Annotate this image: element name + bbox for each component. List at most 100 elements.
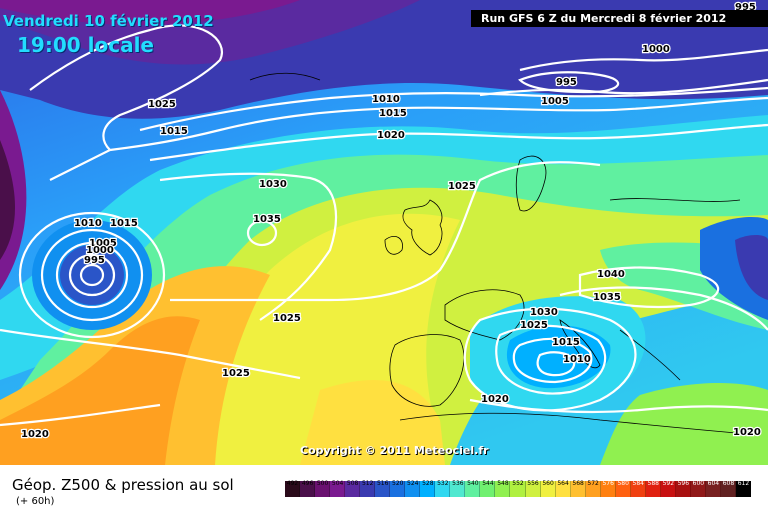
- color-swatch: [285, 481, 301, 497]
- color-swatch: [510, 481, 526, 497]
- isobar-label: 1010: [563, 354, 591, 365]
- scale-tick-label: 524: [407, 480, 419, 487]
- ireland-outline: [384, 236, 403, 255]
- balkan-coast: [619, 329, 681, 381]
- color-swatch: [450, 481, 466, 497]
- isobar-label: 1000: [642, 44, 670, 55]
- color-swatch: [690, 481, 706, 497]
- isobars: [0, 24, 768, 427]
- scale-tick-label: 568: [572, 480, 584, 487]
- isobar-1025-north: [29, 24, 223, 181]
- scale-tick-label: 584: [632, 480, 644, 487]
- color-swatch: [345, 481, 361, 497]
- isobar-1020-south: [469, 398, 768, 414]
- field-east-trough-core: [735, 235, 768, 300]
- color-swatch: [465, 481, 481, 497]
- scale-tick-label: 516: [376, 480, 389, 487]
- color-swatch: [480, 481, 496, 497]
- scandinavia-outline: [515, 155, 547, 212]
- weather-map: 1025 1015 1010 1015 1020 1000 995 1005 1…: [0, 0, 768, 465]
- isobar-1010-west: [40, 228, 144, 322]
- scale-tick-label: 612: [737, 480, 750, 487]
- scale-tick-label: 532: [437, 480, 449, 487]
- copyright-notice: Copyright © 2011 Meteociel.fr: [300, 444, 489, 457]
- legend-subtitle: (+ 60h): [16, 496, 55, 507]
- color-swatch: [360, 481, 376, 497]
- scale-tick-label: 544: [482, 480, 494, 487]
- scale-tick-label: 552: [512, 480, 524, 487]
- scale-tick-label: 492: [286, 480, 299, 487]
- color-swatch: [555, 481, 571, 497]
- isobar-label: 1025: [222, 368, 250, 379]
- isobar-label: 1025: [273, 313, 301, 324]
- scale-tick-label: 572: [587, 480, 599, 487]
- scale-tick-label: 604: [707, 480, 720, 487]
- scale-tick-label: 540: [467, 480, 479, 487]
- color-swatch: [435, 481, 451, 497]
- scale-tick-label: 596: [677, 480, 690, 487]
- british-isles-outline: [402, 199, 443, 256]
- isobar-1005-north: [479, 78, 768, 97]
- isobar-label: 1035: [593, 292, 621, 303]
- isobar-1040: [578, 266, 720, 309]
- isobar-label: 1015: [552, 337, 580, 348]
- color-swatch: [300, 481, 316, 497]
- legend-title: Géop. Z500 & pression au sol: [12, 476, 234, 494]
- color-swatch: [525, 481, 541, 497]
- isobar-1035-east: [559, 286, 768, 331]
- color-swatch: [570, 481, 586, 497]
- isobar-995-west: [79, 263, 105, 287]
- scale-tick-label: 512: [361, 480, 374, 487]
- scale-tick-label: 556: [527, 480, 539, 487]
- run-info-banner: Run GFS 6 Z du Mercredi 8 février 2012: [471, 10, 768, 27]
- isobar-label: 1000: [86, 245, 114, 256]
- color-swatch: [675, 481, 691, 497]
- isobar-1015-med: [512, 337, 593, 384]
- isobar-label: 1005: [541, 96, 569, 107]
- color-swatch: [735, 481, 751, 497]
- isobar-label: 1025: [148, 99, 176, 110]
- isobar-1030-med: [463, 307, 637, 412]
- color-scale: [285, 481, 751, 497]
- forecast-time: 19:00 locale: [17, 33, 154, 57]
- iceland-outline: [249, 72, 321, 81]
- isobar-label: 1020: [21, 429, 49, 440]
- field-north-coldest: [0, 0, 300, 25]
- scale-tick-label: 508: [346, 480, 359, 487]
- isobar-1025-med: [495, 324, 607, 395]
- isobar-1030: [159, 172, 338, 321]
- isobar-1005-west: [55, 241, 129, 309]
- isobar-label: 1005: [89, 238, 117, 249]
- scale-tick-label: 560: [542, 480, 554, 487]
- color-swatch: [390, 481, 406, 497]
- isobar-1025-central: [169, 161, 601, 302]
- color-swatch: [600, 481, 616, 497]
- color-swatch: [405, 481, 421, 497]
- scale-tick-label: 564: [557, 480, 569, 487]
- field-southeast-green: [600, 383, 768, 465]
- color-swatch: [420, 481, 436, 497]
- isobar-label: 1015: [160, 126, 188, 137]
- isobar-1010-north: [139, 86, 768, 132]
- color-swatch: [585, 481, 601, 497]
- coastlines: [249, 72, 761, 436]
- isobar-1010-med: [536, 351, 576, 377]
- color-swatch: [315, 481, 331, 497]
- isobar-labels: 1025 1015 1010 1015 1020 1000 995 1005 1…: [20, 1, 762, 442]
- isobar-1000-north: [519, 48, 768, 72]
- scale-tick-label: 536: [452, 480, 464, 487]
- scale-tick-label: 504: [331, 480, 344, 487]
- isobar-label: 1010: [74, 218, 102, 229]
- isobar-label: 1020: [481, 394, 509, 405]
- scale-tick-label: 548: [497, 480, 509, 487]
- isobar-1020-southwest: [0, 403, 161, 427]
- isobar-1035: [246, 219, 278, 247]
- isobar-label: 1035: [253, 214, 281, 225]
- color-swatch: [375, 481, 391, 497]
- forecast-date: Vendredi 10 février 2012: [3, 12, 214, 30]
- france-outline: [444, 289, 525, 341]
- color-swatch: [330, 481, 346, 497]
- isobar-label: 1020: [377, 130, 405, 141]
- north-africa-coast: [399, 412, 761, 436]
- scale-tick-label: 608: [722, 480, 735, 487]
